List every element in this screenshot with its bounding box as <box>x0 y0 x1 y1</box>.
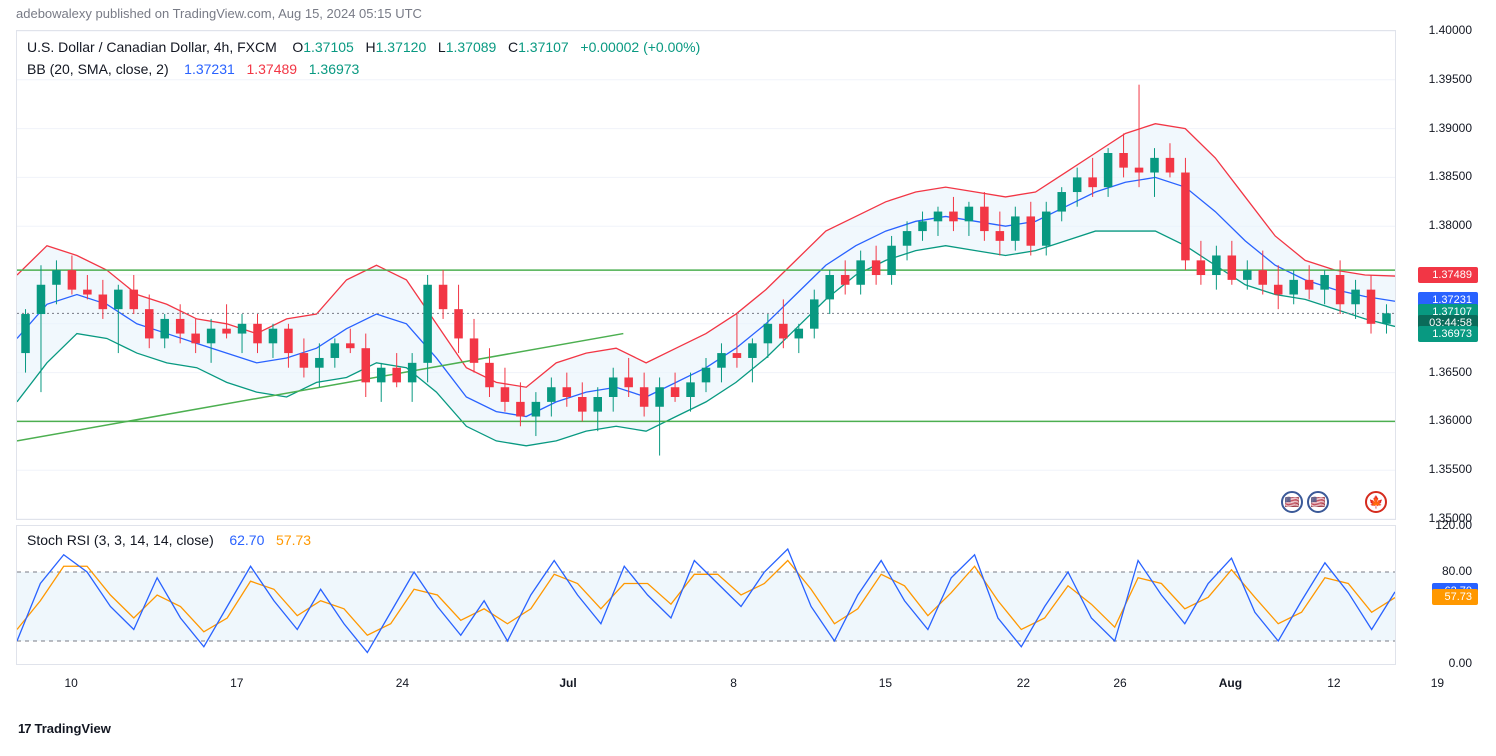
price-tick: 1.38500 <box>1429 169 1472 183</box>
bb-mid-value: 1.37231 <box>184 61 235 77</box>
price-tick: 1.36000 <box>1429 413 1472 427</box>
time-tick: 22 <box>1017 676 1030 690</box>
price-tick: 1.39000 <box>1429 121 1472 135</box>
ca-flag-icon: 🍁 <box>1365 491 1387 513</box>
time-tick: 15 <box>879 676 892 690</box>
tradingview-brand: 17 TradingView <box>18 721 111 736</box>
time-tick: 12 <box>1327 676 1340 690</box>
symbol-legend-row: U.S. Dollar / Canadian Dollar, 4h, FXCM … <box>27 39 700 55</box>
price-tick: 1.35500 <box>1429 462 1472 476</box>
main-chart[interactable]: U.S. Dollar / Canadian Dollar, 4h, FXCM … <box>16 30 1396 520</box>
brand-text: TradingView <box>34 721 110 736</box>
time-tick: 19 <box>1431 676 1444 690</box>
tradingview-logo-icon: 17 <box>18 721 30 736</box>
time-tick: 26 <box>1113 676 1126 690</box>
stoch-d-value: 57.73 <box>276 532 311 548</box>
sub-tick: 80.00 <box>1442 564 1472 578</box>
price-badge: 1.37489 <box>1418 267 1478 283</box>
stoch-label: Stoch RSI (3, 3, 14, 14, close) <box>27 532 214 548</box>
close-label: C <box>508 39 518 55</box>
bb-legend-row: BB (20, SMA, close, 2) 1.37231 1.37489 1… <box>27 61 359 77</box>
us-flag-icon: 🇺🇸 <box>1281 491 1303 513</box>
price-tick: 1.36500 <box>1429 365 1472 379</box>
low-value: 1.37089 <box>446 39 497 55</box>
time-tick: 10 <box>65 676 78 690</box>
sub-price-axis[interactable]: 0.0080.00120.0062.7057.73 <box>1396 525 1480 665</box>
bb-upper-value: 1.37489 <box>246 61 297 77</box>
stoch-legend: Stoch RSI (3, 3, 14, 14, close) 62.70 57… <box>27 532 311 548</box>
open-label: O <box>292 39 303 55</box>
publish-info: adebowalexy published on TradingView.com… <box>16 6 422 21</box>
price-tick: 1.39500 <box>1429 72 1472 86</box>
main-chart-svg <box>17 31 1395 519</box>
sub-badge: 57.73 <box>1432 589 1478 605</box>
time-tick: 17 <box>230 676 243 690</box>
close-value: 1.37107 <box>518 39 569 55</box>
stoch-k-value: 62.70 <box>229 532 264 548</box>
symbol-title: U.S. Dollar / Canadian Dollar, 4h, FXCM <box>27 39 277 55</box>
time-tick: Aug <box>1219 676 1242 690</box>
bb-label: BB (20, SMA, close, 2) <box>27 61 169 77</box>
price-tick: 1.40000 <box>1429 23 1472 37</box>
high-label: H <box>366 39 376 55</box>
price-badge: 1.36973 <box>1418 326 1478 342</box>
low-label: L <box>438 39 446 55</box>
high-value: 1.37120 <box>376 39 427 55</box>
time-tick: 8 <box>730 676 737 690</box>
time-tick: Jul <box>559 676 576 690</box>
time-tick: 24 <box>396 676 409 690</box>
change-value: +0.00002 <box>580 39 639 55</box>
sub-tick: 120.00 <box>1435 518 1472 532</box>
us-flag-icon-2: 🇺🇸 <box>1307 491 1329 513</box>
stoch-rsi-chart[interactable]: Stoch RSI (3, 3, 14, 14, close) 62.70 57… <box>16 525 1396 665</box>
sub-tick: 0.00 <box>1449 656 1472 670</box>
open-value: 1.37105 <box>303 39 354 55</box>
price-tick: 1.38000 <box>1429 218 1472 232</box>
change-pct: (+0.00%) <box>643 39 700 55</box>
price-axis[interactable]: 1.350001.355001.360001.365001.370001.375… <box>1396 30 1480 520</box>
bb-lower-value: 1.36973 <box>309 61 360 77</box>
time-axis[interactable]: 101724Jul8152226Aug1219 <box>16 670 1396 700</box>
